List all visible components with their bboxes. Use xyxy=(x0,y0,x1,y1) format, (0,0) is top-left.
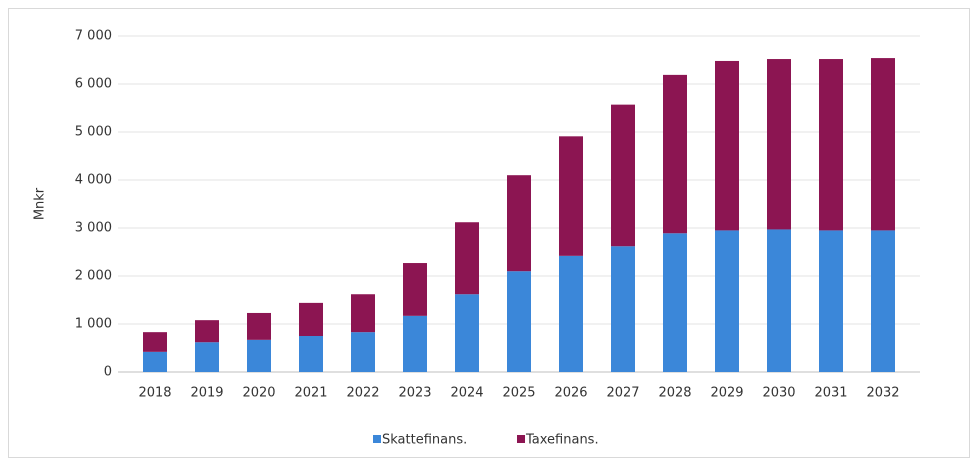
y-tick-label: 0 xyxy=(104,365,112,380)
x-tick-label: 2022 xyxy=(346,386,379,401)
y-tick-label: 1 000 xyxy=(75,317,112,332)
x-tick-label: 2018 xyxy=(138,386,171,401)
bar-segment xyxy=(403,263,427,316)
x-tick-label: 2024 xyxy=(450,386,483,401)
bar-segment xyxy=(247,339,271,372)
legend-swatch xyxy=(373,435,381,443)
bar-segment xyxy=(871,230,895,372)
bar-segment xyxy=(143,332,167,352)
bar-segment xyxy=(871,58,895,231)
bar-segment xyxy=(767,59,791,230)
bar-segment xyxy=(715,60,739,231)
bar-segment xyxy=(195,342,219,372)
y-axis-label: Mnkr xyxy=(33,187,48,220)
x-tick-label: 2030 xyxy=(762,386,795,401)
bar-segment xyxy=(611,104,635,247)
y-tick-label: 7 000 xyxy=(75,29,112,44)
bar-segment xyxy=(559,255,583,372)
bar-segment xyxy=(715,230,739,372)
bar-segment xyxy=(455,294,479,372)
x-tick-label: 2023 xyxy=(398,386,431,401)
bar-segment xyxy=(507,271,531,372)
y-tick-label: 6 000 xyxy=(75,77,112,92)
bar-segment xyxy=(611,246,635,372)
x-tick-label: 2028 xyxy=(658,386,691,401)
bar-segment xyxy=(403,315,427,372)
bar-segment xyxy=(351,332,375,372)
y-tick-label: 4 000 xyxy=(75,173,112,188)
bar-segment xyxy=(143,351,167,372)
x-tick-label: 2031 xyxy=(814,386,847,401)
bar-segment xyxy=(663,233,687,372)
y-tick-label: 2 000 xyxy=(75,269,112,284)
x-tick-label: 2027 xyxy=(606,386,639,401)
bar-segment xyxy=(819,59,843,231)
chart-frame xyxy=(8,8,970,458)
x-tick-label: 2029 xyxy=(710,386,743,401)
y-tick-label: 5 000 xyxy=(75,125,112,140)
x-tick-label: 2026 xyxy=(554,386,587,401)
x-tick-label: 2019 xyxy=(190,386,223,401)
x-tick-label: 2025 xyxy=(502,386,535,401)
legend-label: Skattefinans. xyxy=(382,433,467,448)
bar-segment xyxy=(767,229,791,372)
y-tick-label: 3 000 xyxy=(75,221,112,236)
bar-segment xyxy=(351,294,375,333)
bar-segment xyxy=(559,136,583,256)
legend-swatch xyxy=(517,435,525,443)
bar-segment xyxy=(663,74,687,234)
x-tick-label: 2032 xyxy=(866,386,899,401)
bar-segment xyxy=(819,230,843,372)
bar-segment xyxy=(299,336,323,372)
x-tick-label: 2021 xyxy=(294,386,327,401)
bar-segment xyxy=(507,175,531,272)
bar-segment xyxy=(195,320,219,343)
x-tick-label: 2020 xyxy=(242,386,275,401)
bar-segment xyxy=(247,312,271,340)
bar-segment xyxy=(299,302,323,336)
bar-segment xyxy=(455,222,479,295)
legend-label: Taxefinans. xyxy=(525,433,599,448)
